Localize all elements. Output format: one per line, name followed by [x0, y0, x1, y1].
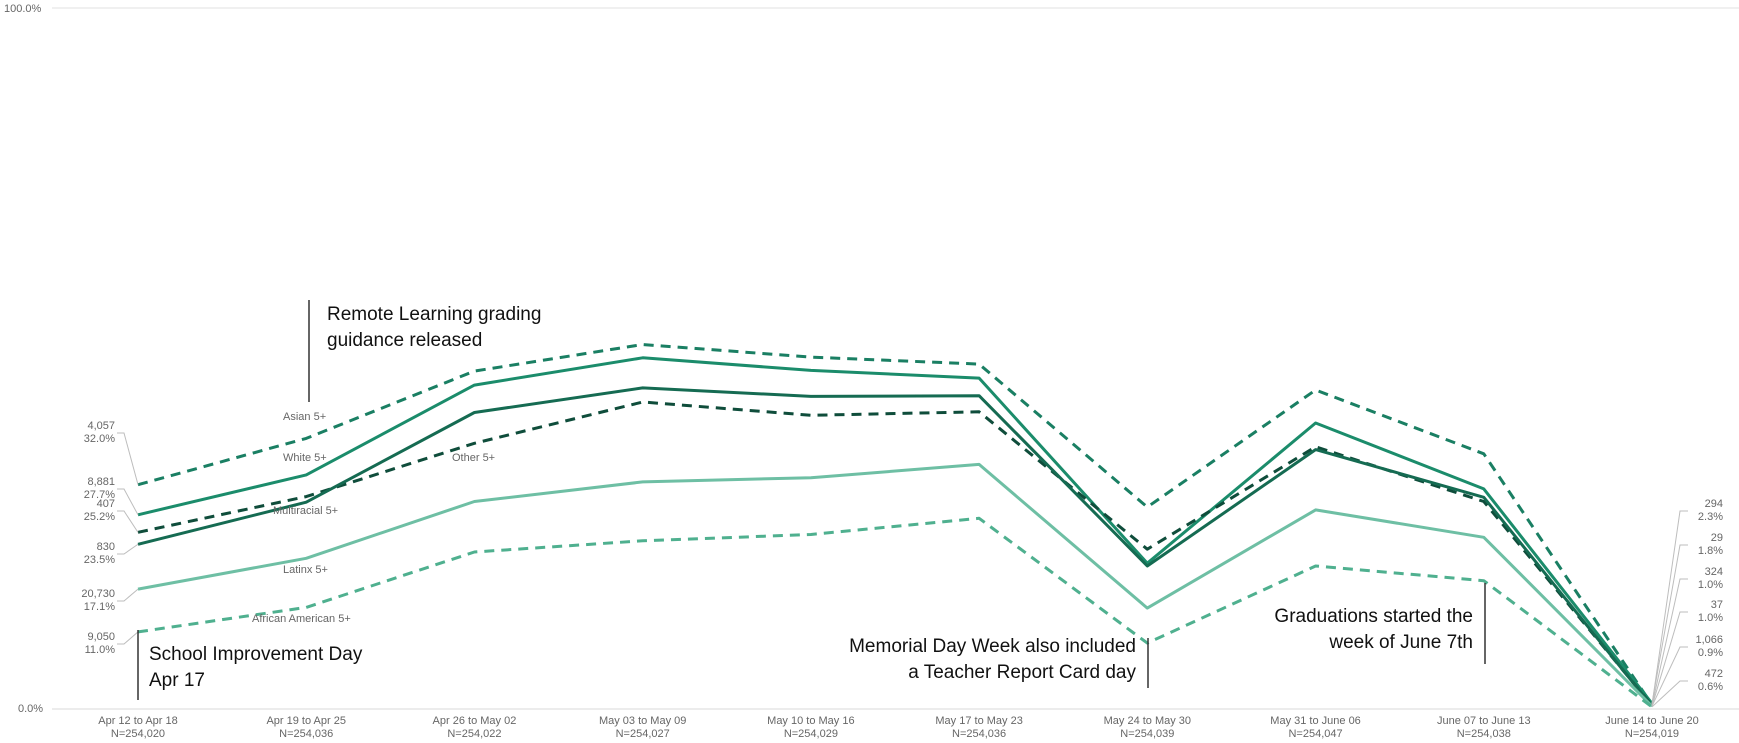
annotation-memorial-day-line1: Memorial Day Week also included — [849, 636, 1136, 657]
annotation-school-improvement-line1: School Improvement Day — [149, 644, 363, 665]
start-count-african-american-5: 9,050 — [87, 631, 115, 643]
series-line-african-american-5 — [137, 516, 1653, 709]
end-pct-multiracial-5: 1.0% — [1698, 612, 1723, 624]
x-tick-n-6: N=254,039 — [1120, 728, 1174, 740]
end-count-white-5: 29 — [1711, 532, 1723, 544]
annotation-school-improvement-line2: Apr 17 — [149, 670, 205, 691]
series-line-other-5 — [137, 400, 1654, 707]
series-line-latinx-5 — [137, 462, 1654, 708]
annotation-memorial-day: Memorial Day Week also included a Teache… — [849, 636, 1149, 688]
start-count-latinx-5: 20,730 — [81, 588, 115, 600]
series-name-label-multiracial-5: Multiracial 5+ — [273, 505, 338, 517]
annotation-graduations-line2: week of June 7th — [1328, 632, 1473, 653]
x-tick-label-8: June 07 to June 13 — [1437, 715, 1531, 727]
end-leader-white-5 — [1651, 544, 1688, 704]
annotation-remote-learning-line1: Remote Learning grading — [327, 304, 541, 325]
end-count-latinx-5: 1,066 — [1695, 634, 1723, 646]
x-tick-labels: Apr 12 to Apr 18N=254,020 Apr 19 to Apr 2… — [98, 715, 1699, 740]
end-pct-african-american-5: 0.6% — [1698, 681, 1723, 693]
series-name-label-latinx-5: Latinx 5+ — [283, 564, 328, 576]
x-tick-n-8: N=254,038 — [1457, 728, 1511, 740]
start-leader-african-american-5 — [117, 631, 139, 645]
x-tick-n-4: N=254,029 — [784, 728, 838, 740]
start-count-asian-5: 4,057 — [87, 420, 115, 432]
end-leader-latinx-5 — [1651, 646, 1688, 707]
start-leader-asian-5 — [117, 432, 139, 485]
end-count-asian-5: 294 — [1705, 498, 1723, 510]
y-tick-top: 100.0% — [4, 3, 42, 15]
end-count-african-american-5: 472 — [1705, 668, 1723, 680]
start-count-white-5: 8,881 — [87, 476, 115, 488]
x-tick-label-1: Apr 19 to Apr 25 — [266, 715, 346, 727]
end-value-labels: 2942.3%291.8%3241.0%371.0%1,0660.9%4720.… — [1651, 498, 1723, 708]
end-pct-other-5: 1.0% — [1698, 579, 1723, 591]
end-count-other-5: 324 — [1705, 566, 1723, 578]
series-name-label-white-5: White 5+ — [283, 452, 327, 464]
end-leader-african-american-5 — [1651, 680, 1688, 708]
end-leader-other-5 — [1651, 578, 1688, 706]
series-line-white-5 — [137, 356, 1654, 705]
annotation-memorial-day-line2: a Teacher Report Card day — [908, 662, 1136, 683]
start-pct-white-5: 27.7% — [84, 489, 115, 501]
annotation-school-improvement: School Improvement Day Apr 17 — [137, 630, 363, 700]
end-pct-latinx-5: 0.9% — [1698, 647, 1723, 659]
x-tick-label-9: June 14 to June 20 — [1605, 715, 1699, 727]
x-tick-n-9: N=254,019 — [1625, 728, 1679, 740]
annotation-remote-learning: Remote Learning grading guidance release… — [308, 300, 541, 402]
start-leader-other-5 — [117, 510, 139, 533]
end-pct-white-5: 1.8% — [1698, 545, 1723, 557]
x-tick-label-5: May 17 to May 23 — [935, 715, 1022, 727]
annotation-graduations-line1: Graduations started the — [1274, 606, 1473, 627]
series-name-label-asian-5: Asian 5+ — [283, 411, 326, 423]
annotation-graduations: Graduations started the week of June 7th — [1274, 583, 1486, 664]
x-tick-label-6: May 24 to May 30 — [1104, 715, 1191, 727]
x-tick-label-2: Apr 26 to May 02 — [433, 715, 517, 727]
start-pct-multiracial-5: 23.5% — [84, 554, 115, 566]
x-tick-label-4: May 10 to May 16 — [767, 715, 854, 727]
x-tick-n-2: N=254,022 — [447, 728, 501, 740]
series-layer — [137, 343, 1654, 709]
x-tick-label-3: May 03 to May 09 — [599, 715, 686, 727]
start-count-multiracial-5: 830 — [97, 541, 115, 553]
start-pct-latinx-5: 17.1% — [84, 601, 115, 613]
end-count-multiracial-5: 37 — [1711, 599, 1723, 611]
start-pct-african-american-5: 11.0% — [85, 644, 116, 656]
series-line-multiracial-5 — [137, 386, 1654, 708]
x-tick-label-0: Apr 12 to Apr 18 — [98, 715, 178, 727]
series-name-label-other-5: Other 5+ — [452, 452, 495, 464]
series-name-label-african-american-5: African American 5+ — [252, 613, 351, 625]
start-leader-latinx-5 — [117, 588, 139, 602]
x-tick-label-7: May 31 to June 06 — [1270, 715, 1361, 727]
annotation-remote-learning-line2: guidance released — [327, 330, 482, 351]
x-tick-n-3: N=254,027 — [616, 728, 670, 740]
x-tick-n-0: N=254,020 — [111, 728, 165, 740]
start-count-other-5: 407 — [97, 498, 115, 510]
start-leader-white-5 — [117, 488, 139, 516]
x-tick-n-7: N=254,047 — [1288, 728, 1342, 740]
series-labels: Asian 5+ White 5+ Other 5+ Multiracial 5+ La… — [252, 411, 495, 625]
start-pct-asian-5: 32.0% — [84, 433, 115, 445]
series-line-asian-5 — [137, 343, 1654, 706]
end-leader-multiracial-5 — [1651, 611, 1688, 707]
end-leader-asian-5 — [1651, 510, 1688, 705]
x-tick-n-1: N=254,036 — [279, 728, 333, 740]
end-pct-asian-5: 2.3% — [1698, 511, 1723, 523]
x-tick-n-5: N=254,036 — [952, 728, 1006, 740]
start-leader-multiracial-5 — [117, 543, 139, 555]
start-pct-other-5: 25.2% — [84, 511, 115, 523]
y-tick-bottom: 0.0% — [18, 703, 43, 715]
